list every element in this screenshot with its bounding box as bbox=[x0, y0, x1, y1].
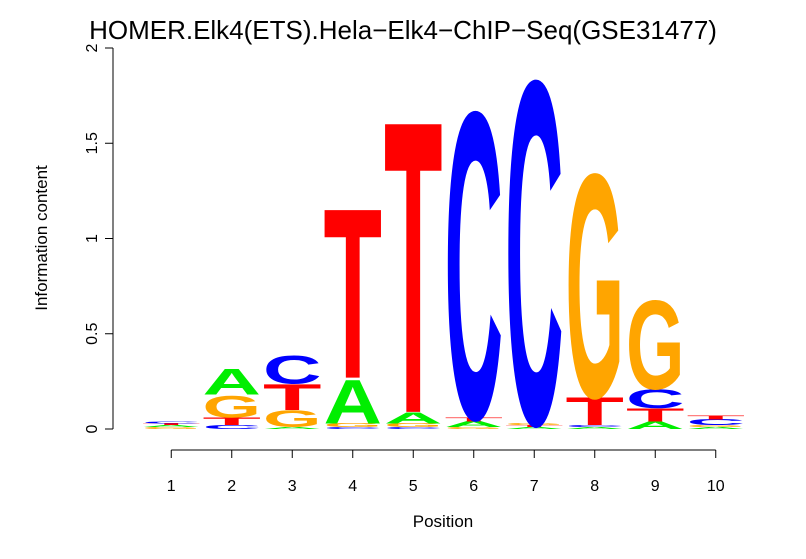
logo-letter: C bbox=[142, 421, 201, 424]
logo-letter: T bbox=[566, 389, 624, 433]
logo-letter: A bbox=[505, 427, 564, 430]
logo-letter: T bbox=[384, 34, 442, 501]
x-tick-label: 2 bbox=[227, 478, 236, 495]
logo-letter: C bbox=[505, 0, 563, 528]
logo-letter: C bbox=[687, 418, 745, 427]
logo-letter: C bbox=[263, 347, 321, 392]
logo-letter: C bbox=[445, 20, 503, 511]
logo-letter: T bbox=[445, 417, 503, 423]
x-tick-label: 9 bbox=[651, 478, 660, 495]
logo-letter: T bbox=[505, 425, 563, 428]
x-tick-label: 10 bbox=[707, 478, 725, 495]
logo-letter: C bbox=[324, 427, 383, 430]
logo-letter: G bbox=[566, 107, 624, 465]
logo-letter: A bbox=[203, 362, 261, 403]
y-tick-label: 2 bbox=[84, 43, 101, 52]
x-tick-label: 8 bbox=[590, 478, 599, 495]
logo-letter: T bbox=[626, 405, 684, 426]
logo-letter: A bbox=[384, 409, 443, 427]
y-tick-label: 0 bbox=[84, 424, 101, 433]
logo-letter: T bbox=[324, 159, 382, 430]
logo-letter: C bbox=[384, 427, 443, 430]
x-tick-label: 6 bbox=[469, 478, 478, 495]
chart-title: HOMER.Elk4(ETS).Hela−Elk4−ChIP−Seq(GSE31… bbox=[89, 15, 717, 45]
logo-letter: A bbox=[687, 427, 746, 430]
logo-letter: G bbox=[445, 427, 503, 430]
logo-letter: C bbox=[203, 424, 261, 430]
logo-letter: T bbox=[142, 423, 200, 426]
logo-letter: T bbox=[263, 377, 321, 418]
logo-letter: G bbox=[626, 276, 684, 417]
y-axis-label: Information content bbox=[32, 165, 51, 311]
x-tick-label: 4 bbox=[348, 478, 357, 495]
logo-letter: A bbox=[324, 367, 383, 438]
y-axis: 0 0.5 1 1.5 2 bbox=[84, 43, 114, 433]
logo-letter: A bbox=[142, 425, 201, 428]
x-tick-label: 7 bbox=[530, 478, 539, 495]
y-tick-label: 1.5 bbox=[84, 132, 101, 154]
y-tick-label: 1 bbox=[84, 234, 101, 243]
logo-letter: G bbox=[142, 427, 200, 430]
y-tick-label: 0.5 bbox=[84, 323, 101, 345]
x-tick-label: 5 bbox=[409, 478, 418, 495]
logo-letter: A bbox=[445, 420, 503, 429]
logo-letter: A bbox=[626, 420, 685, 432]
logo-letter: A bbox=[566, 427, 625, 430]
logo-letter: A bbox=[263, 427, 322, 430]
logo-letter: G bbox=[384, 422, 443, 428]
logo-letter: G bbox=[687, 425, 745, 428]
x-axis-label: Position bbox=[413, 512, 473, 531]
logo-letter: G bbox=[505, 423, 563, 426]
x-tick-label: 3 bbox=[288, 478, 297, 495]
logo-letter: G bbox=[203, 390, 261, 425]
logo-letter: G bbox=[324, 422, 383, 428]
logo-letter: T bbox=[203, 416, 261, 428]
logo-letter: C bbox=[626, 384, 684, 414]
logo-letter: G bbox=[263, 406, 322, 432]
x-axis: 1 2 3 4 5 6 7 8 9 10 bbox=[167, 449, 725, 495]
x-tick-label: 1 bbox=[167, 478, 176, 495]
logo-letter: T bbox=[687, 415, 745, 421]
logo-letter: C bbox=[566, 425, 625, 428]
